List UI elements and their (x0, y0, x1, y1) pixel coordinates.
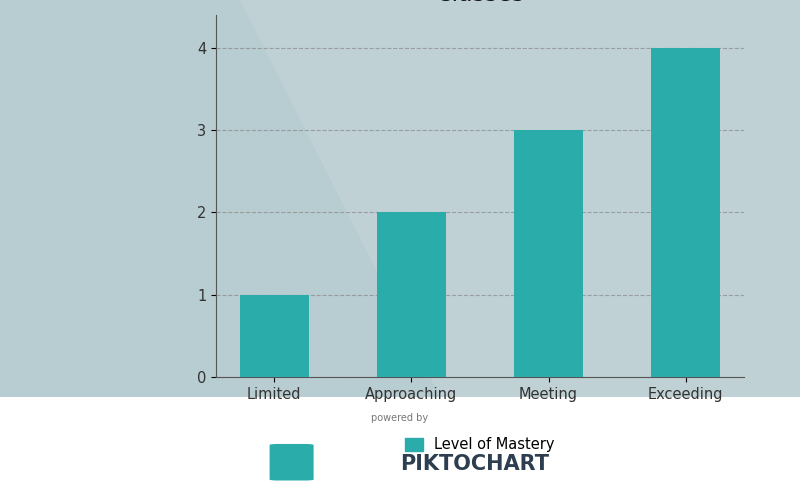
FancyBboxPatch shape (270, 444, 314, 481)
Bar (514, 130, 583, 377)
Bar (240, 295, 309, 377)
Title: Current Grading Scale For All
Classes: Current Grading Scale For All Classes (309, 0, 651, 6)
Bar (377, 212, 446, 377)
Bar (651, 48, 720, 377)
Text: powered by: powered by (371, 413, 429, 423)
Legend: Level of Mastery: Level of Mastery (399, 431, 561, 458)
Text: PIKTOCHART: PIKTOCHART (400, 454, 549, 474)
